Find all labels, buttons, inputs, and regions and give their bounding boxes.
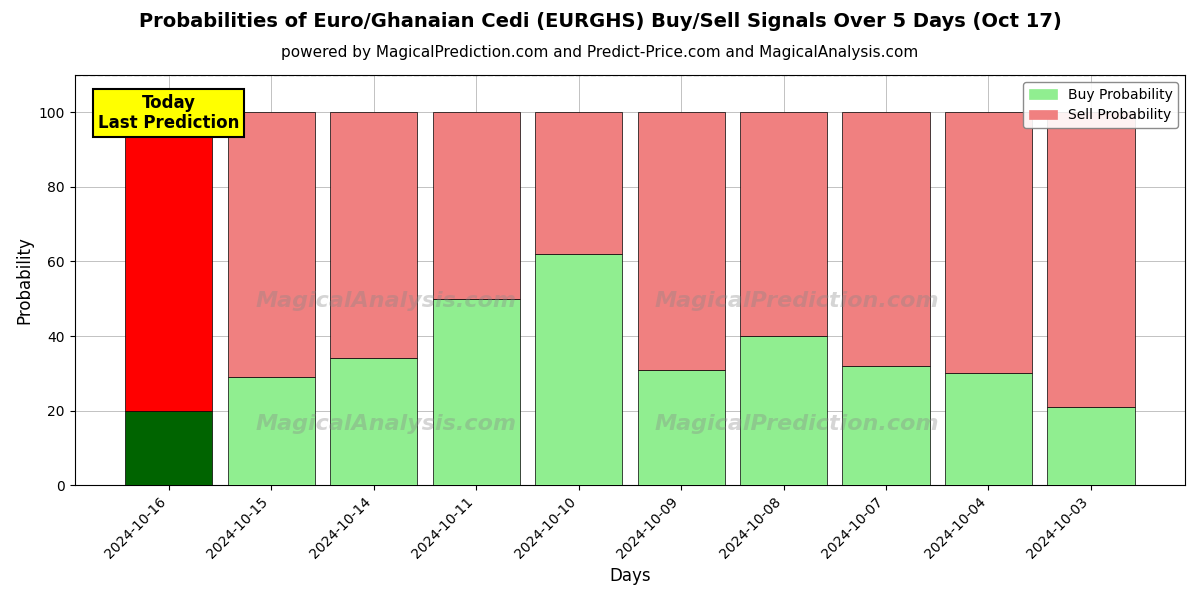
Bar — [432, 299, 520, 485]
Bar — [842, 366, 930, 485]
Y-axis label: Probability: Probability — [16, 236, 34, 324]
Bar — [1048, 112, 1134, 407]
Bar — [228, 112, 314, 377]
X-axis label: Days: Days — [610, 567, 650, 585]
Bar — [535, 112, 622, 254]
Text: Today
Last Prediction: Today Last Prediction — [98, 94, 239, 133]
Text: MagicalAnalysis.com: MagicalAnalysis.com — [256, 290, 516, 311]
Bar — [944, 373, 1032, 485]
Bar — [842, 112, 930, 366]
Text: MagicalAnalysis.com: MagicalAnalysis.com — [256, 413, 516, 434]
Text: MagicalPrediction.com: MagicalPrediction.com — [654, 413, 938, 434]
Bar — [535, 254, 622, 485]
Bar — [740, 336, 827, 485]
Bar — [637, 370, 725, 485]
Legend: Buy Probability, Sell Probability: Buy Probability, Sell Probability — [1024, 82, 1178, 128]
Text: Probabilities of Euro/Ghanaian Cedi (EURGHS) Buy/Sell Signals Over 5 Days (Oct 1: Probabilities of Euro/Ghanaian Cedi (EUR… — [139, 12, 1061, 31]
Bar — [1048, 407, 1134, 485]
Bar — [125, 112, 212, 410]
Bar — [432, 112, 520, 299]
Bar — [637, 112, 725, 370]
Text: MagicalPrediction.com: MagicalPrediction.com — [654, 290, 938, 311]
Bar — [944, 112, 1032, 373]
Bar — [330, 112, 418, 358]
Bar — [330, 358, 418, 485]
Bar — [125, 410, 212, 485]
Bar — [228, 377, 314, 485]
Bar — [740, 112, 827, 336]
Text: powered by MagicalPrediction.com and Predict-Price.com and MagicalAnalysis.com: powered by MagicalPrediction.com and Pre… — [281, 45, 919, 60]
